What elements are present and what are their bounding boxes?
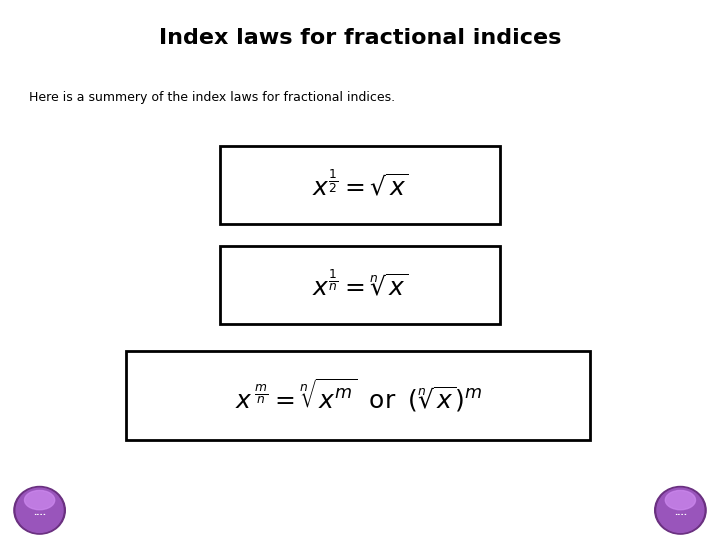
- Text: ....: ....: [674, 508, 687, 517]
- Text: $x^{\frac{1}{n}} = \sqrt[n]{x}$: $x^{\frac{1}{n}} = \sqrt[n]{x}$: [312, 269, 408, 300]
- Ellipse shape: [14, 487, 66, 534]
- FancyBboxPatch shape: [220, 246, 500, 324]
- Ellipse shape: [657, 488, 704, 532]
- Ellipse shape: [16, 488, 63, 532]
- Text: Here is a summery of the index laws for fractional indices.: Here is a summery of the index laws for …: [29, 91, 395, 104]
- FancyBboxPatch shape: [126, 351, 590, 440]
- Text: $x^{\,\frac{m}{n}}= \sqrt[n]{x^m}\;\;\mathrm{or}\;\;(\sqrt[n]{x})^m$: $x^{\,\frac{m}{n}}= \sqrt[n]{x^m}\;\;\ma…: [235, 377, 482, 414]
- Text: $x^{\frac{1}{2}} = \sqrt{x}$: $x^{\frac{1}{2}} = \sqrt{x}$: [312, 170, 408, 200]
- Ellipse shape: [665, 490, 696, 510]
- FancyBboxPatch shape: [220, 146, 500, 224]
- Text: Index laws for fractional indices: Index laws for fractional indices: [159, 28, 561, 48]
- Ellipse shape: [24, 490, 55, 510]
- Text: ....: ....: [33, 508, 46, 517]
- Ellipse shape: [654, 487, 706, 534]
